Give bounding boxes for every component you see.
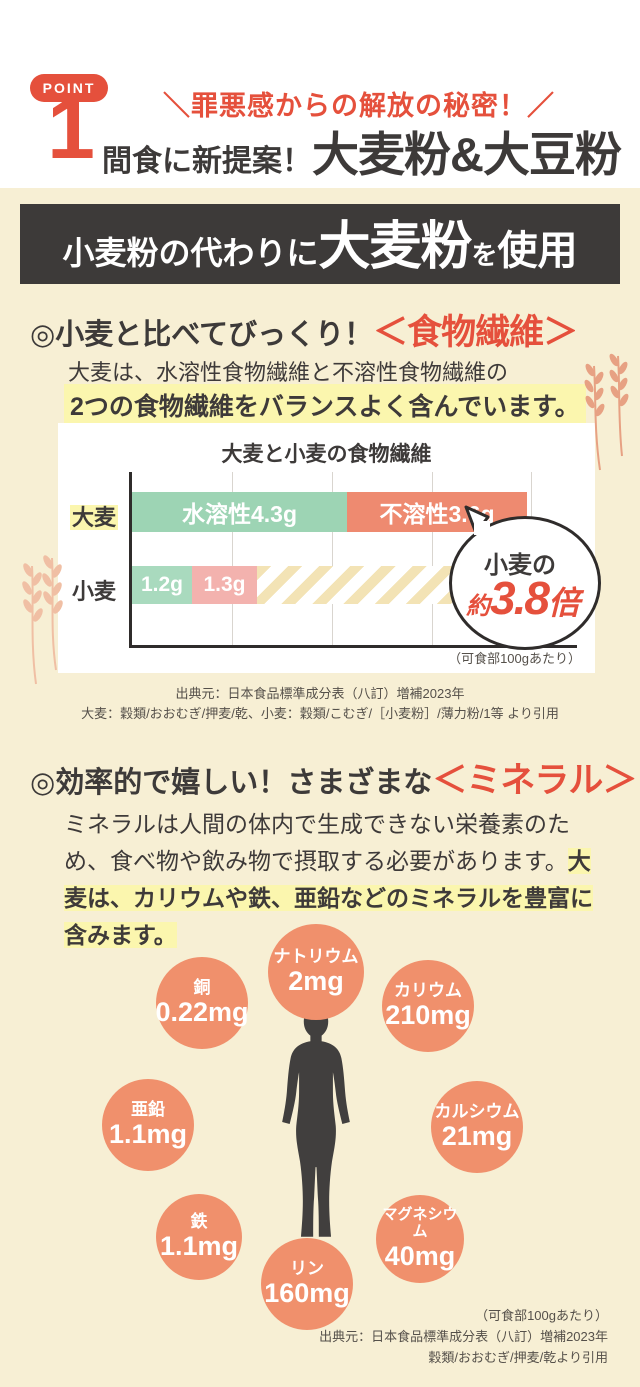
wheat-soluble-segment: 1.2g bbox=[132, 566, 192, 604]
bar-label-barley: 大麦 bbox=[69, 505, 118, 530]
fiber-body-line2: 2つの食物繊維をバランスよく含んでいます。 bbox=[64, 384, 586, 426]
headline-main: 大麦粉&大豆粉 bbox=[312, 128, 622, 181]
point-badge-label: POINT bbox=[42, 80, 96, 96]
banner-suffix: 使用 bbox=[497, 229, 578, 273]
fiber-heading-red: ＜食物繊維＞ bbox=[373, 313, 578, 352]
mineral-circle-iron: 鉄 1.1mg bbox=[156, 1194, 242, 1280]
banner-emphasis: 大麦粉 bbox=[318, 218, 472, 276]
mineral-circle-magnesium: マグネシウム 40mg bbox=[376, 1195, 464, 1283]
wheat-bar: 1.2g 1.3g bbox=[132, 566, 453, 604]
wheat-decoration-left bbox=[22, 555, 63, 685]
callout-line1: 小麦の bbox=[484, 552, 556, 579]
mineral-section-heading: ◎効率的で嬉しい！さまざまな ＜ミネラル＞ bbox=[30, 752, 637, 803]
mineral-circle-calcium: カルシウム 21mg bbox=[431, 1081, 523, 1173]
mineral-heading-black: ◎効率的で嬉しい！さまざまな bbox=[30, 767, 433, 799]
barley-soluble-segment: 水溶性4.3g bbox=[132, 492, 347, 532]
callout-bubble: 小麦の 約3.8倍 bbox=[449, 505, 601, 650]
chart-unit-note: （可食部100gあたり） bbox=[448, 651, 581, 666]
banner-prefix: 小麦粉の代わりに bbox=[62, 235, 319, 271]
wheat-gap-hatch bbox=[257, 566, 453, 604]
headline-prefix: 間食に新提案！ bbox=[102, 145, 312, 178]
mineral-heading-red: ＜ミネラル＞ bbox=[432, 761, 637, 800]
mineral-circle-copper: 銅 0.22mg bbox=[155, 957, 249, 1049]
fiber-heading-black: ◎小麦と比べてびっくり！ bbox=[30, 319, 374, 351]
gridline bbox=[332, 472, 333, 645]
fiber-section-heading: ◎小麦と比べてびっくり！ ＜食物繊維＞ bbox=[30, 304, 578, 355]
headline: 間食に新提案！ 大麦粉&大豆粉 bbox=[102, 116, 622, 185]
mineral-source-line2: 穀類/おおむぎ/押麦/乾より引用 bbox=[428, 1350, 608, 1365]
mineral-body-plain1: ミネラルは人間の体内で生成できない栄養素のため、食べ物 bbox=[64, 811, 570, 874]
gridline bbox=[232, 472, 233, 645]
header-section: POINT 1 ＼罪悪感からの解放の秘密！／ 間食に新提案！ 大麦粉&大豆粉 bbox=[0, 0, 640, 188]
fiber-source-line1: 出典元：日本食品標準成分表（八訂）増補2023年 bbox=[175, 686, 465, 701]
callout-suffix: 倍 bbox=[547, 585, 580, 621]
fiber-chart-card: 大麦と小麦の食物繊維 大麦 水溶性4.3g 不溶性3.6g 小麦 1.2g 1.… bbox=[58, 423, 601, 673]
chart-plot-area: 大麦 水溶性4.3g 不溶性3.6g 小麦 1.2g 1.3g bbox=[69, 472, 577, 648]
usage-banner: 小麦粉の代わりに 大麦粉を使用 bbox=[20, 204, 620, 284]
mineral-circle-phosphorus: リン 160mg bbox=[261, 1238, 353, 1330]
point-badge: POINT bbox=[30, 74, 108, 102]
point-number: 1 bbox=[47, 81, 95, 177]
callout-value: 3.8 bbox=[490, 572, 550, 624]
mineral-source-line1: 出典元：日本食品標準成分表（八訂）増補2023年 bbox=[319, 1329, 608, 1344]
mineral-body-plain2: や飲み物で摂取する必要があります。 bbox=[179, 848, 568, 874]
fiber-source-line2: 大麦：穀類/おおむぎ/押麦/乾、小麦：穀類/こむぎ/［小麦粉］/薄力粉/1等 よ… bbox=[81, 706, 559, 721]
wheat-insoluble-segment: 1.3g bbox=[192, 566, 257, 604]
mineral-source: （可食部100gあたり） 出典元：日本食品標準成分表（八訂）増補2023年 穀類… bbox=[319, 1305, 608, 1368]
banner-particle: を bbox=[471, 240, 498, 270]
mineral-circle-sodium: ナトリウム 2mg bbox=[268, 924, 364, 1020]
gridline bbox=[432, 472, 433, 645]
callout-line2: 約3.8倍 bbox=[466, 571, 580, 625]
fiber-body-line1: 大麦は、水溶性食物繊維と不溶性食物繊維の bbox=[68, 360, 509, 385]
mineral-diagram: ナトリウム 2mg 銅 0.22mg カリウム 210mg 亜鉛 1.1mg カ… bbox=[0, 915, 640, 1375]
slogan-text: ＼罪悪感からの解放の秘密！／ bbox=[163, 91, 555, 121]
mineral-circle-potassium: カリウム 210mg bbox=[382, 960, 474, 1052]
mineral-circle-zinc: 亜鉛 1.1mg bbox=[102, 1079, 194, 1171]
wheat-decoration-right bbox=[584, 353, 629, 471]
callout-prefix: 約 bbox=[466, 593, 490, 620]
bar-label-wheat: 小麦 bbox=[71, 579, 116, 604]
point-badge-tail bbox=[60, 100, 76, 110]
callout-bubble-tail bbox=[464, 505, 490, 535]
human-silhouette bbox=[282, 1007, 350, 1237]
fiber-source: 出典元：日本食品標準成分表（八訂）増補2023年 大麦：穀類/おおむぎ/押麦/乾… bbox=[0, 684, 640, 724]
mineral-unit-note: （可食部100gあたり） bbox=[475, 1308, 608, 1323]
chart-title: 大麦と小麦の食物繊維 bbox=[221, 443, 432, 466]
